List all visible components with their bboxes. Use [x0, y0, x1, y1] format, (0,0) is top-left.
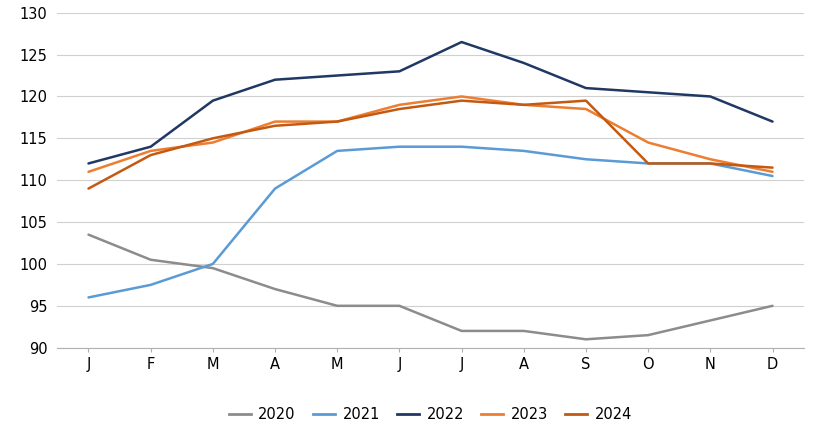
Legend: 2020, 2021, 2022, 2023, 2024: 2020, 2021, 2022, 2023, 2024: [223, 401, 637, 424]
